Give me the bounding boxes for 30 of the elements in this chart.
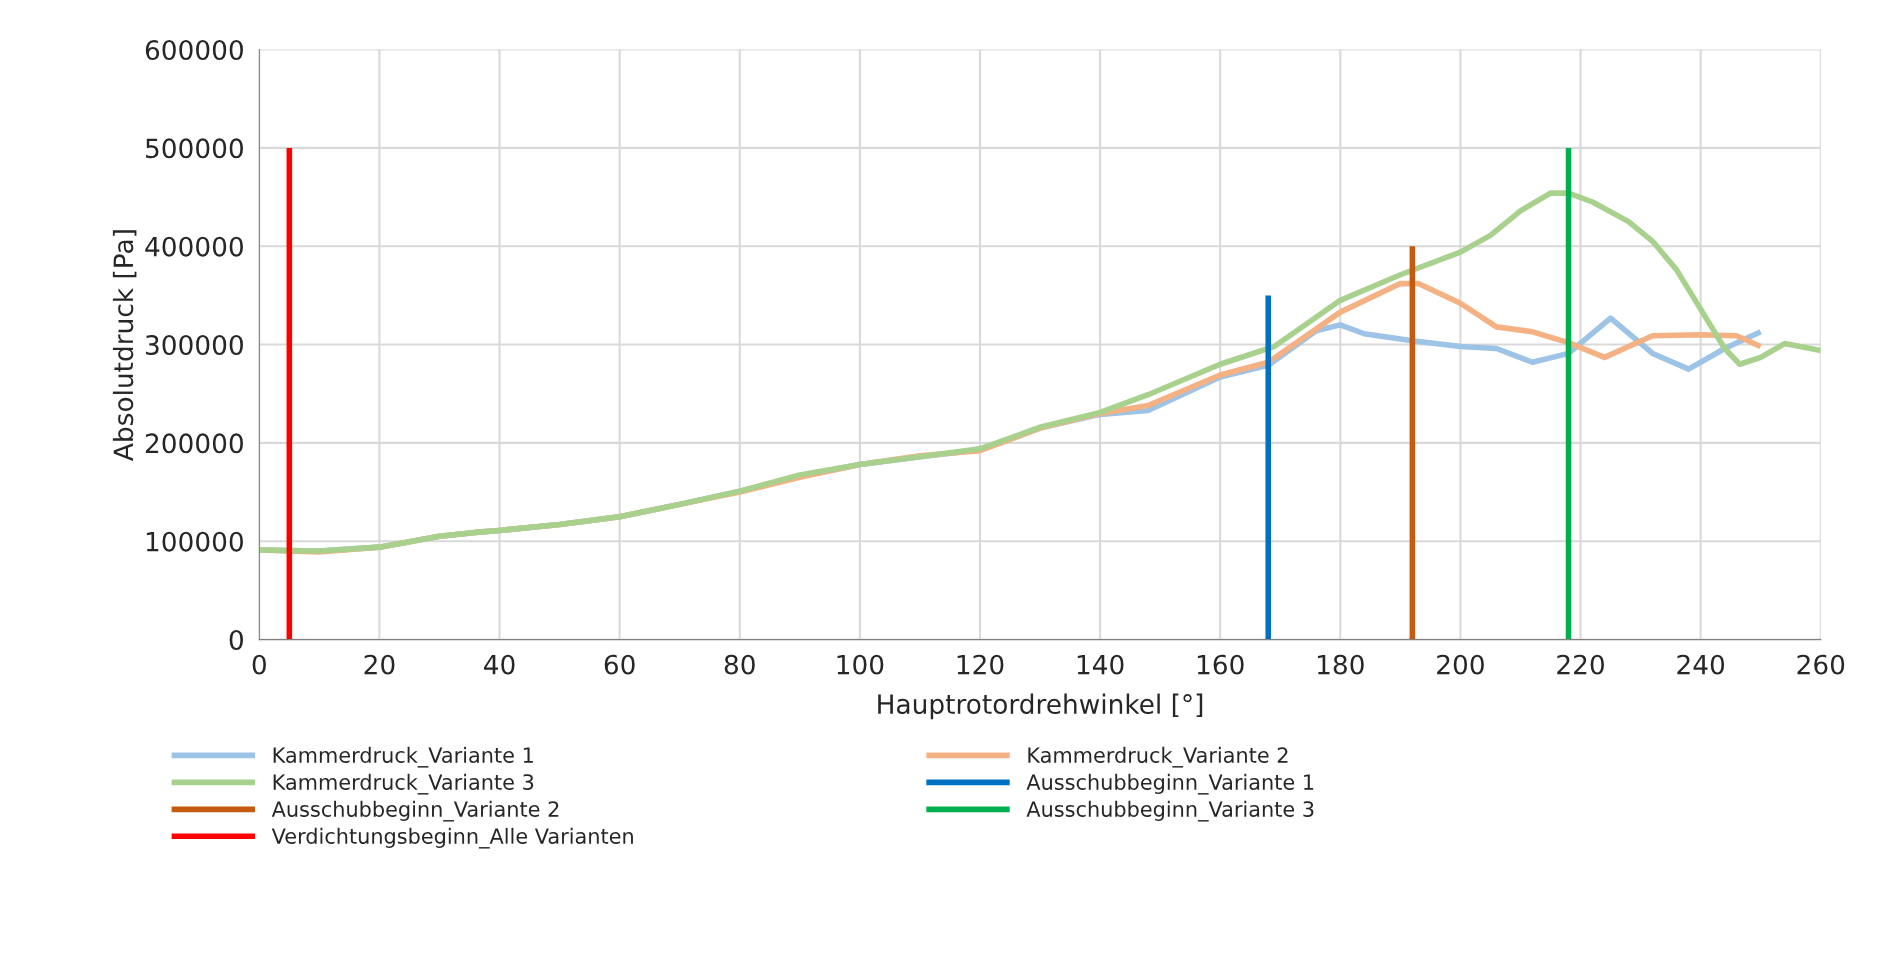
y-tick-label: 500000 (146, 138, 243, 159)
x-tick-label: 160 (1197, 654, 1244, 675)
x-tick-label: 20 (364, 654, 395, 675)
x-tick-label: 100 (837, 654, 884, 675)
legend-label: Kammerdruck_Variante 3 (273, 773, 534, 795)
legend-label: Ausschubbeginn_Variante 2 (271, 800, 559, 822)
x-tick-label: 0 (252, 654, 266, 675)
y-tick-label: 100000 (146, 531, 243, 552)
y-tick-label: 200000 (145, 433, 243, 454)
x-tick-label: 120 (957, 654, 1004, 675)
legend-label: Ausschubbeginn_Variante 3 (1026, 800, 1314, 822)
x-tick-label: 220 (1557, 654, 1604, 675)
x-tick-label: 240 (1677, 654, 1725, 675)
x-tick-label: 60 (604, 654, 635, 675)
legend-label: Kammerdruck_Variante 2 (1028, 746, 1288, 768)
x-tick-label: 180 (1318, 654, 1364, 675)
y-tick-label: 400000 (145, 236, 243, 257)
x-tick-label: 140 (1077, 654, 1124, 675)
x-axis-title: Hauptrotordrehwinkel [°] (878, 693, 1203, 720)
legend-label: Verdichtungsbeginn_Alle Varianten (271, 827, 633, 849)
legend-label: Kammerdruck_Variante 1 (273, 746, 533, 768)
y-tick-label: 0 (229, 630, 243, 650)
y-tick-label: 600000 (145, 40, 243, 60)
x-tick-label: 80 (724, 654, 755, 675)
x-tick-label: 40 (484, 654, 515, 675)
x-tick-label: 260 (1797, 654, 1845, 675)
x-tick-label: 200 (1437, 654, 1484, 675)
y-tick-label: 300000 (145, 335, 243, 355)
y-axis-title: Absolutdruck [Pa] (112, 230, 137, 461)
legend-label: Ausschubbeginn_Variante 1 (1026, 773, 1314, 795)
